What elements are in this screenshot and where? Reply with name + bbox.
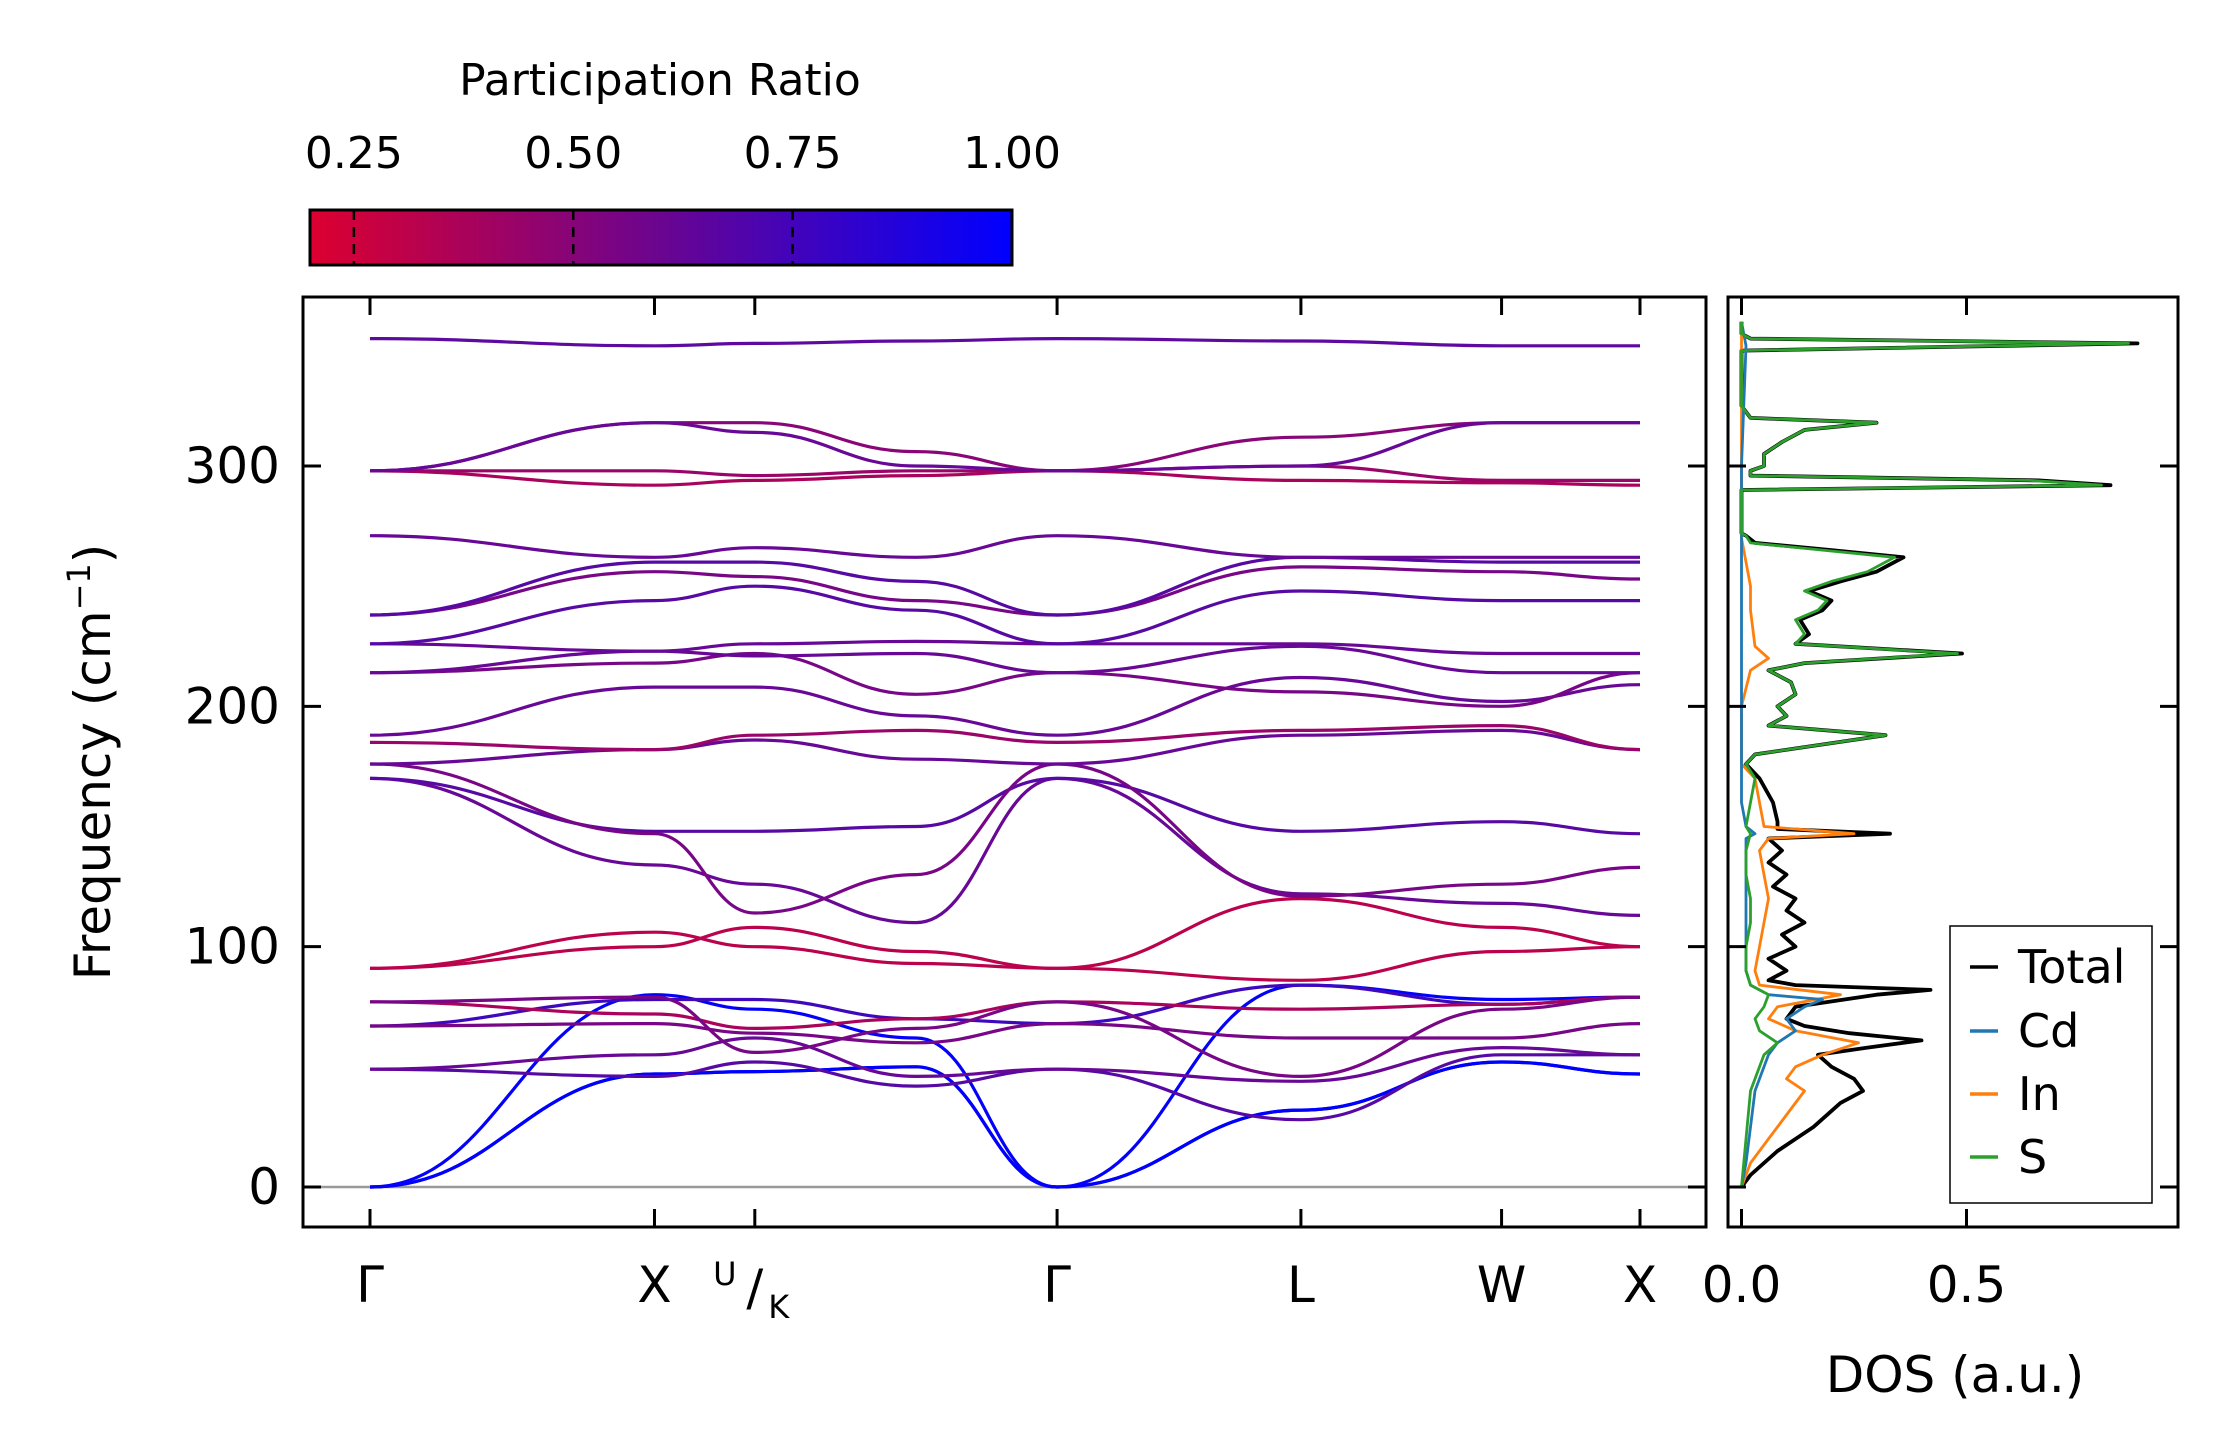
legend-label-total: Total xyxy=(2017,940,2125,994)
band-line-band-26 xyxy=(370,464,1640,483)
band-line-band-7 xyxy=(369,1021,1641,1045)
band-line-band-9 xyxy=(369,995,1641,1079)
band-line-acoustic-1 xyxy=(369,1060,1641,1189)
band-line-band-6 xyxy=(369,983,1641,1028)
band-line-band-23 xyxy=(369,555,1640,617)
band-line-band-10 xyxy=(369,930,1641,982)
band-line-band-22 xyxy=(369,565,1641,617)
band-line-band-29 xyxy=(369,336,1640,348)
band-line-band-16 xyxy=(369,723,1641,752)
band-lines xyxy=(369,336,1641,1189)
dos-axis-label: DOS (a.u.) xyxy=(1826,1346,2085,1404)
band-line-acoustic-2 xyxy=(369,1060,1641,1189)
band-line-band-8 xyxy=(369,995,1641,1031)
colorbar-tick-label: 0.75 xyxy=(744,128,842,179)
band-line-band-13 xyxy=(369,776,1641,836)
kpoint-label-gamma-1: Γ xyxy=(356,1256,384,1314)
band-panel-frame xyxy=(301,295,1708,1229)
kpoint-label-u-k: U / K xyxy=(713,1255,790,1326)
frequency-tick-label: 300 xyxy=(185,437,280,495)
ylabel-superscript: −1 xyxy=(60,563,98,610)
colorbar-tick-label: 1.00 xyxy=(963,128,1061,179)
kpoint-label-u: U xyxy=(713,1255,736,1293)
frequency-tick-label: 0 xyxy=(248,1158,280,1216)
band-line-acoustic-3 xyxy=(369,983,1641,1189)
band-line-band-11 xyxy=(369,896,1641,970)
band-line-band-21 xyxy=(369,584,1640,646)
band-line-band-18 xyxy=(369,651,1641,708)
colorbar: Participation Ratio 0.25 0.50 0.75 1.00 xyxy=(305,55,1061,267)
ylabel-close: ) xyxy=(64,544,122,564)
band-line-band-20 xyxy=(369,639,1640,656)
band-structure-panel: 0 100 200 300 Γ X U / K Γ L W X Frequency (… xyxy=(60,295,1708,1326)
band-line-band-12 xyxy=(369,776,1641,925)
kpoint-label-k: K xyxy=(768,1288,790,1326)
band-line-band-17 xyxy=(369,675,1641,737)
band-line-band-4 xyxy=(369,1053,1640,1122)
band-line-band-14 xyxy=(369,762,1641,915)
dos-panel-frame xyxy=(1726,295,2180,1229)
k-path-axis xyxy=(368,297,1642,1227)
band-line-band-5 xyxy=(369,1036,1641,1083)
dos-line-s xyxy=(1740,321,2130,1188)
dos-panel: 0.0 0.5 DOS (a.u.) Total Cd In S xyxy=(1702,295,2180,1404)
dos-x-tick-label: 0.5 xyxy=(1927,1256,2007,1314)
colorbar-label: Participation Ratio xyxy=(459,55,861,106)
dos-legend: Total Cd In S xyxy=(1949,925,2153,1204)
legend-label-in: In xyxy=(2018,1067,2061,1121)
kpoint-label-slash: / xyxy=(746,1259,763,1317)
legend-label-cd: Cd xyxy=(2018,1004,2079,1058)
band-line-band-24 xyxy=(369,534,1640,559)
colorbar-gradient xyxy=(308,208,1014,267)
frequency-axis: 0 100 200 300 xyxy=(185,437,1706,1216)
band-line-band-28 xyxy=(369,421,1640,473)
kpoint-label-w: W xyxy=(1477,1256,1526,1314)
kpoint-label-gamma-2: Γ xyxy=(1043,1256,1071,1314)
frequency-axis-label: Frequency (cm−1) xyxy=(60,544,122,981)
frequency-tick-label: 200 xyxy=(185,677,280,735)
kpoint-label-l: L xyxy=(1287,1256,1315,1314)
legend-label-s: S xyxy=(2018,1130,2047,1184)
dos-line-in xyxy=(1740,321,1860,1188)
dos-y-ticks xyxy=(1728,464,2178,1189)
band-line-band-25 xyxy=(369,469,1641,487)
dos-x-axis: 0.0 0.5 xyxy=(1702,297,2007,1314)
frequency-tick-label: 100 xyxy=(185,918,280,976)
ylabel-main: Frequency (cm xyxy=(64,610,122,980)
kpoint-label-x-1: X xyxy=(637,1256,671,1314)
colorbar-tick-label: 0.25 xyxy=(305,128,403,179)
kpoint-label-x-2: X xyxy=(1623,1256,1657,1314)
colorbar-tick-label: 0.50 xyxy=(524,128,622,179)
dos-x-tick-label: 0.0 xyxy=(1702,1256,1782,1314)
